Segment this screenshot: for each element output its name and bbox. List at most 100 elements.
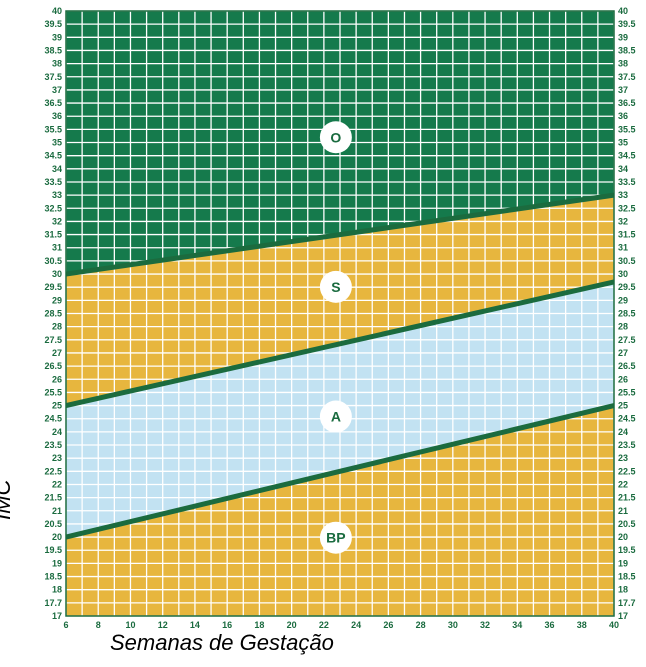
- y-tick-label-left: 23.5: [44, 440, 62, 450]
- y-tick-label-left: 39.5: [44, 19, 62, 29]
- y-tick-label-left: 29: [52, 295, 62, 305]
- x-tick-label: 28: [416, 620, 426, 630]
- y-tick-label-right: 20: [618, 532, 628, 542]
- y-tick-label-left: 19.5: [44, 545, 62, 555]
- zone-badge-s: [319, 270, 352, 303]
- y-tick-label-left: 27.5: [44, 335, 62, 345]
- labels-layer: BP A S O: [319, 121, 352, 554]
- y-tick-label-left: 32: [52, 216, 62, 226]
- y-tick-label-right: 33.5: [618, 177, 636, 187]
- y-axis-title: IMC: [0, 479, 15, 520]
- y-tick-label-left: 31.5: [44, 230, 62, 240]
- y-tick-label-right: 40: [618, 6, 628, 16]
- y-tick-label-right: 28: [618, 322, 628, 332]
- y-tick-label-left: 18: [52, 585, 62, 595]
- x-tick-label: 36: [545, 620, 555, 630]
- y-tick-label-right: 37.5: [618, 72, 636, 82]
- x-tick-label: 14: [190, 620, 200, 630]
- y-tick-label-right: 36.5: [618, 98, 636, 108]
- lines-layer: [65, 192, 615, 540]
- y-tick-label-right: 38: [618, 59, 628, 69]
- y-tick-label-right: 17: [618, 611, 628, 621]
- y-tick-label-right: 25: [618, 401, 628, 411]
- y-tick-label-left: 35.5: [44, 124, 62, 134]
- y-tick-label-right: 28.5: [618, 309, 636, 319]
- x-axis-title: Semanas de Gestação: [110, 630, 334, 655]
- zone-badge-o: [319, 121, 352, 154]
- x-tick-label: 16: [222, 620, 232, 630]
- y-tick-label-left: 33.5: [44, 177, 62, 187]
- y-tick-label-left: 20.5: [44, 519, 62, 529]
- y-tick-label-right: 24: [618, 427, 628, 437]
- zone-label-a: A: [331, 409, 341, 425]
- x-tick-label: 24: [351, 620, 361, 630]
- y-tick-label-right: 26.5: [618, 361, 636, 371]
- x-tick-label: 26: [383, 620, 393, 630]
- y-tick-label-left: 24.5: [44, 414, 62, 424]
- y-tick-label-left: 36: [52, 111, 62, 121]
- x-tick-label: 18: [254, 620, 264, 630]
- y-tick-label-right: 25.5: [618, 387, 636, 397]
- y-tick-label-left: 31: [52, 243, 62, 253]
- y-tick-label-right: 22: [618, 479, 628, 489]
- y-tick-label-left: 22.5: [44, 466, 62, 476]
- y-tick-label-left: 32.5: [44, 203, 62, 213]
- y-tick-label-left: 36.5: [44, 98, 62, 108]
- y-tick-label-left: 35: [52, 138, 62, 148]
- y-tick-label-left: 30: [52, 269, 62, 279]
- y-tick-label-right: 34: [618, 164, 628, 174]
- y-tick-label-left: 29.5: [44, 282, 62, 292]
- frame-layer: [65, 10, 615, 617]
- y-tick-label-right: 36: [618, 111, 628, 121]
- y-tick-label-left: 25: [52, 401, 62, 411]
- y-tick-label-right: 18.5: [618, 572, 636, 582]
- y-tick-label-right: 19: [618, 558, 628, 568]
- y-tick-label-right: 35: [618, 138, 628, 148]
- y-tick-label-right: 39: [618, 32, 628, 42]
- y-tick-label-right: 21.5: [618, 493, 636, 503]
- y-tick-label-right: 32.5: [618, 203, 636, 213]
- y-tick-label-left: 39: [52, 32, 62, 42]
- y-tick-label-right: 35.5: [618, 124, 636, 134]
- zone-badge-a: [319, 400, 352, 433]
- x-tick-label: 22: [319, 620, 329, 630]
- y-tick-label-left: 19: [52, 558, 62, 568]
- y-tick-label-right: 32: [618, 216, 628, 226]
- x-tick-label: 40: [609, 620, 619, 630]
- y-tick-label-left: 37: [52, 85, 62, 95]
- y-tick-label-left: 27: [52, 348, 62, 358]
- zone-label-s: S: [331, 279, 340, 295]
- y-tick-label-left: 22: [52, 479, 62, 489]
- y-tick-label-right: 33: [618, 190, 628, 200]
- y-tick-label-right: 17.7: [618, 598, 636, 608]
- y-tick-label-right: 18: [618, 585, 628, 595]
- y-tick-label-left: 30.5: [44, 256, 62, 266]
- y-tick-label-right: 29.5: [618, 282, 636, 292]
- boundary-line-2: [65, 279, 615, 409]
- y-tick-label-left: 24: [52, 427, 62, 437]
- y-tick-label-left: 37.5: [44, 72, 62, 82]
- y-tick-label-right: 31.5: [618, 230, 636, 240]
- y-tick-label-left: 28.5: [44, 309, 62, 319]
- y-tick-label-left: 34: [52, 164, 62, 174]
- y-tick-label-right: 39.5: [618, 19, 636, 29]
- x-tick-label: 6: [63, 620, 68, 630]
- x-tick-label: 20: [287, 620, 297, 630]
- y-tick-label-left: 33: [52, 190, 62, 200]
- y-tick-label-left: 26: [52, 374, 62, 384]
- y-tick-label-left: 38.5: [44, 45, 62, 55]
- zone-label-o: O: [330, 129, 341, 145]
- y-tick-label-right: 38.5: [618, 45, 636, 55]
- zone-label-bp: BP: [326, 530, 345, 546]
- boundary-line-3: [65, 192, 615, 277]
- y-tick-label-right: 24.5: [618, 414, 636, 424]
- x-tick-label: 12: [158, 620, 168, 630]
- y-tick-label-left: 25.5: [44, 387, 62, 397]
- y-tick-label-left: 38: [52, 59, 62, 69]
- y-tick-label-right: 34.5: [618, 151, 636, 161]
- y-tick-label-right: 27: [618, 348, 628, 358]
- ticks-layer: 17 17 17.7 17.7 18 18 18.5 18.5 19 19 19.5 19.5 20 20…: [44, 6, 635, 630]
- y-tick-label-left: 21.5: [44, 493, 62, 503]
- y-tick-label-right: 23.5: [618, 440, 636, 450]
